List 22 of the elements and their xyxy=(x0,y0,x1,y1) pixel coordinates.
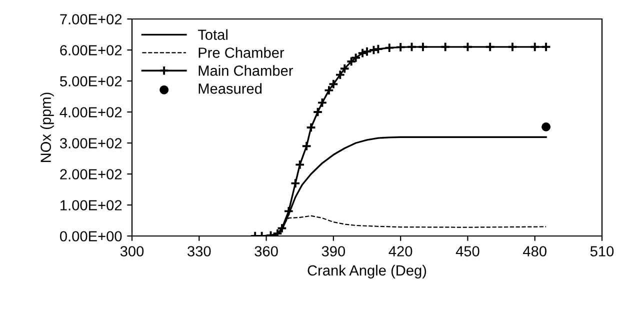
y-axis-title: NOx (ppm) xyxy=(40,92,54,162)
legend-label: Measured xyxy=(198,83,262,94)
y-tick-label: 5.00E+02 xyxy=(60,76,122,86)
y-tick-label: 7.00E+02 xyxy=(60,14,122,24)
x-tick-label: 360 xyxy=(254,246,278,256)
x-tick-label: 390 xyxy=(322,246,346,256)
y-tick-label: 2.00E+02 xyxy=(60,169,122,180)
x-axis-title: Crank Angle (Deg) xyxy=(308,264,426,278)
y-tick-label: 3.00E+02 xyxy=(60,138,122,148)
x-tick-label: 510 xyxy=(590,246,614,256)
x-tick-label: 300 xyxy=(120,246,144,256)
legend-label: Main Chamber xyxy=(198,65,294,76)
x-tick-label: 330 xyxy=(188,246,211,256)
y-tick-label: 4.00E+02 xyxy=(60,107,122,118)
y-tick-label: 0.00E+00 xyxy=(60,231,122,242)
legend-label: Total xyxy=(198,29,228,40)
y-tick-label: 1.00E+02 xyxy=(60,200,122,210)
x-tick-label: 450 xyxy=(456,246,480,256)
legend-label: Pre Chamber xyxy=(198,47,284,58)
x-tick-label: 420 xyxy=(388,246,412,256)
y-tick-label: 6.00E+02 xyxy=(60,45,122,56)
x-tick-label: 480 xyxy=(523,246,546,256)
